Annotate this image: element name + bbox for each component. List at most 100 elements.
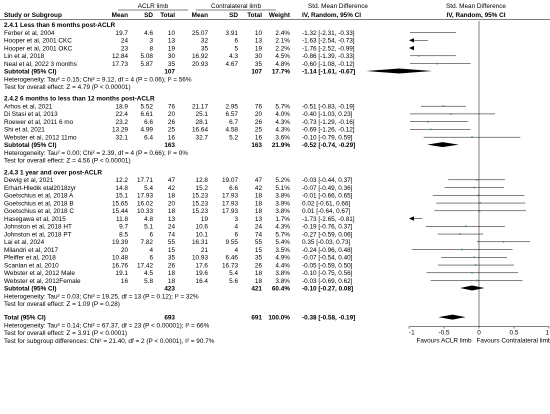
study-point [477,194,480,197]
overall-effect-text: Test for overall effect: Z = 1.09 (P = 0… [4,301,120,308]
study-total2: 35 [255,61,263,68]
study-mean2: 25.07 [192,30,208,37]
study-mean1: 19.7 [116,30,129,37]
study-total2: 18 [255,270,263,277]
study-mean1: 11.8 [116,216,128,223]
study-mean1: 16 [121,278,129,285]
study-sd2: 6.46 [226,255,239,262]
study-total1: 18 [168,278,176,285]
study-sd1: 4.5 [144,270,153,277]
study-ci: -1.32 [-2.31, -0.33] [302,30,355,37]
study-ci: -0.01 [-0.66, 0.65] [302,193,353,200]
study-sd1: 5.87 [141,61,154,68]
study-weight: 4.0% [275,111,290,118]
study-ci: -0.03 [-0.69, 0.62] [302,278,353,285]
study-total2: 18 [255,200,263,207]
study-ci: -0.07 [-0.49, 0.36] [302,185,353,192]
subtotal-diamond [366,68,433,74]
study-mean2: 15.2 [196,185,209,192]
study-point [474,264,477,266]
study-total1: 47 [168,177,176,184]
study-sd1: 17.93 [137,193,153,200]
study-name: Webster et al, 2012Female [4,278,81,285]
study-sd2: 9.55 [226,239,239,246]
subtotal-total2: 421 [251,286,262,293]
study-mean2: 20.93 [192,61,208,68]
study-name: Hooper et al, 2001 OKC [4,45,73,52]
subtotal-total2: 163 [251,142,262,149]
study-total1: 18 [168,270,176,277]
study-ci: -0.10 [-0.75, 0.56] [302,270,353,277]
x-tick-label: -1 [409,330,415,337]
subtotal-label: Subtotal (95% CI) [4,142,57,149]
study-total2: 35 [255,255,263,262]
subtotal-total2: 107 [251,69,262,76]
study-weight: 3.5% [275,247,290,254]
study-mean1: 12.84 [112,53,128,60]
study-sd1: 4 [149,247,153,254]
study-weight: 4.5% [275,53,290,60]
study-total2: 26 [255,119,263,126]
study-name: Johnston et al, 2018 PT [4,231,72,238]
study-sd1: 4.8 [144,216,153,223]
study-total1: 24 [168,224,176,231]
study-sd2: 19.07 [222,177,238,184]
study-sd2: 6.7 [229,119,238,126]
study-weight: 2.4% [275,30,290,37]
study-ci: -0.10 [-0.79, 0.59] [302,134,353,141]
study-point [502,241,505,243]
study-point [429,128,432,131]
subgroup-title: 2.4.2 6 months to less than 12 months po… [4,96,155,103]
study-total1: 16 [168,134,176,141]
subtotal-label: Subtotal (95% CI) [4,69,57,76]
study-name: Shi et al, 2021 [4,127,45,134]
study-name: Lai et al, 2024 [4,239,45,246]
study-total1: 42 [168,185,176,192]
study-total1: 10 [168,30,176,37]
study-ci: -0.19 [-0.76, 0.37] [302,224,353,231]
study-name: Goetschius et al, 2018 A [4,193,74,200]
study-sd2: 2.95 [226,103,239,110]
study-mean2: 32.7 [196,134,209,141]
study-weight: 3.8% [275,278,290,285]
study-sd1: 5.52 [141,103,154,110]
study-sd2: 3.91 [226,30,239,37]
study-ci: -0.69 [-1.26, -0.12] [302,127,355,134]
study-sd1: 5.08 [141,53,154,60]
study-sd1: 6.4 [144,134,153,141]
total-overall-effect-text: Test for overall effect: Z = 3.91 (P < 0… [4,330,127,337]
subtotal-total1: 163 [164,142,175,149]
study-weight: 5.2% [275,177,290,184]
study-total1: 74 [168,231,176,238]
study-ci: -0.60 [-1.08, -0.12] [302,61,355,68]
study-mean1: 32.1 [116,134,129,141]
study-weight: 2.1% [275,38,290,45]
study-sd2: 5.6 [229,278,238,285]
study-weight: 4.9% [275,255,290,262]
study-mean2: 15.23 [192,193,208,200]
subgroup-title: 2.4.3 1 year and over post-ACLR [4,169,102,176]
study-total2: 25 [255,127,263,134]
study-total1: 20 [168,111,176,118]
study-ci: -0.51 [-0.83, -0.19] [302,103,355,110]
study-sd2: 5 [234,45,238,52]
study-total2: 18 [255,193,263,200]
total-diamond [438,314,466,320]
study-sd2: 17.93 [222,193,238,200]
study-total1: 20 [168,200,176,207]
study-point [418,55,420,57]
study-name: Dewig et al, 2021 [4,177,54,184]
x-tick-label: 0.5 [510,330,519,337]
study-point [450,113,452,115]
col-mean2-header: Mean [192,12,208,19]
subtotal-weight: 21.9% [272,142,290,149]
study-sd1: 8 [149,45,153,52]
study-mean2: 19 [201,216,209,223]
study-sd1: 17.42 [137,262,153,269]
study-mean1: 24 [121,38,129,45]
study-mean1: 19.1 [116,270,129,277]
overall-effect-text: Test for overall effect: Z = 4.79 (P < 0… [4,84,131,91]
study-name: Goetschius et al, 2018 C [4,208,74,215]
study-total2: 47 [255,177,263,184]
study-total2: 24 [255,224,263,231]
